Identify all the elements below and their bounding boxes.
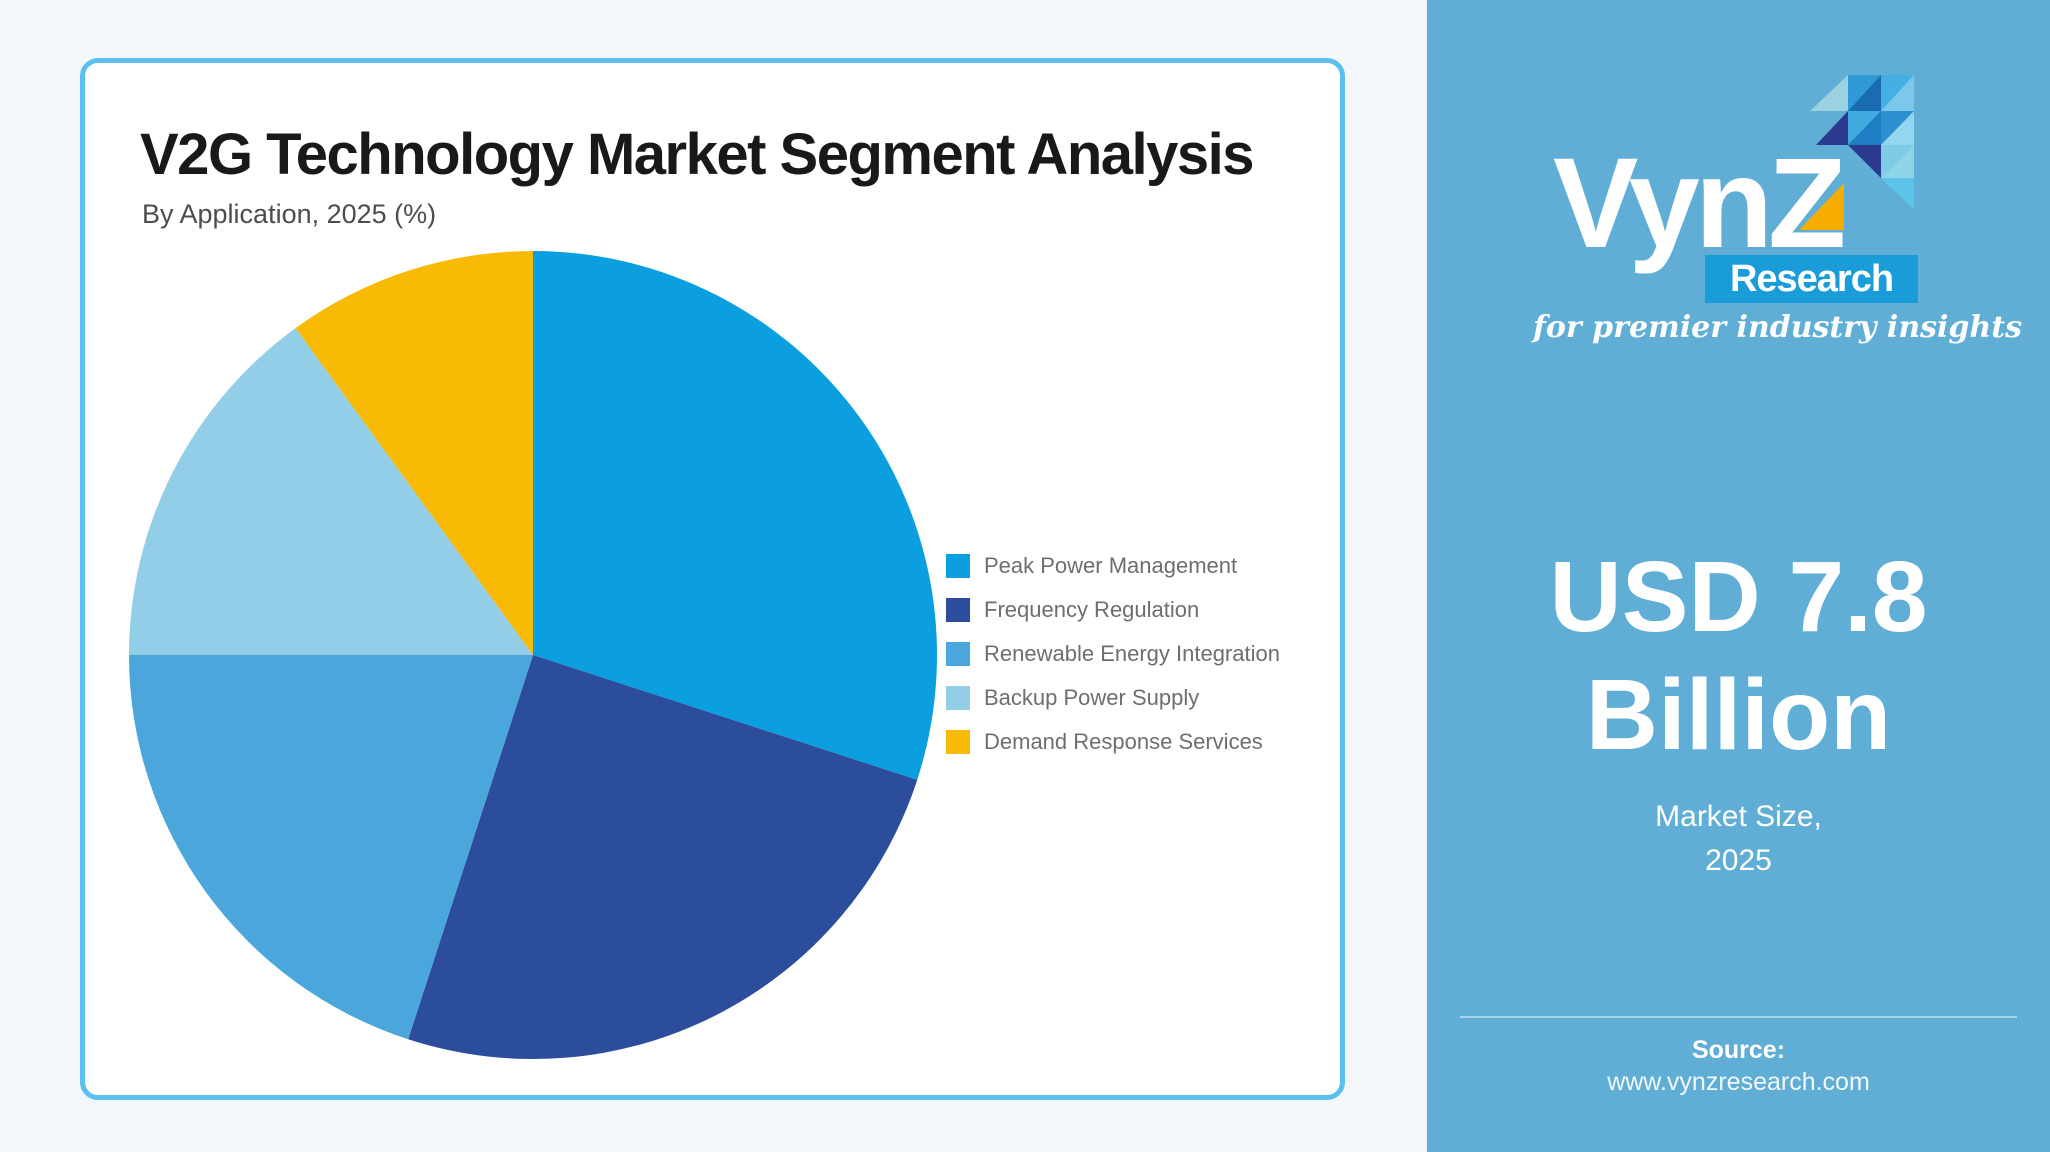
legend-swatch-peak-power-management — [946, 553, 970, 578]
market-size-label-line2: 2025 — [1705, 843, 1772, 877]
legend-label-backup-power-supply: Backup Power Supply — [984, 684, 1200, 710]
market-size-label: Market Size, 2025 — [1427, 795, 2050, 882]
market-size-label-line1: Market Size, — [1655, 800, 1822, 833]
brand-sidebar: VynZ Research for premier industry insig… — [1427, 0, 2050, 1152]
chart-title: V2G Technology Market Segment Analysis — [140, 122, 1255, 187]
pie-slice-demand-response-services — [295, 251, 533, 655]
pie-slice-frequency-regulation — [408, 655, 918, 1060]
logo-arrow-mosaic-icon — [1810, 75, 1914, 210]
legend-label-demand-response-services: Demand Response Services — [984, 728, 1263, 754]
pie-chart — [129, 251, 938, 1060]
legend-label-renewable-energy-integration: Renewable Energy Integration — [984, 640, 1280, 666]
market-value: USD 7.8 Billion — [1549, 541, 1928, 771]
logo-tagline: for premier industry insights — [1533, 310, 2022, 345]
legend-swatch-backup-power-supply — [946, 685, 970, 710]
legend-label-frequency-regulation: Frequency Regulation — [984, 596, 1200, 622]
logo-research-label: Research — [1729, 257, 1894, 300]
pie-slice-peak-power-management — [533, 251, 938, 780]
chart-subtitle: By Application, 2025 (%) — [142, 199, 437, 229]
logo-yellow-triangle-icon — [1799, 183, 1844, 230]
legend-item-peak-power-management: Peak Power Management — [946, 553, 1280, 578]
chart-legend: Peak Power Management Frequency Regulatio… — [946, 553, 1280, 754]
sidebar-divider — [1460, 1016, 2017, 1018]
legend-swatch-demand-response-services — [946, 729, 970, 754]
legend-swatch-frequency-regulation — [946, 597, 970, 622]
legend-item-backup-power-supply: Backup Power Supply — [946, 685, 1280, 710]
source-label: Source: — [1691, 1036, 1786, 1064]
chart-card: V2G Technology Market Segment Analysis B… — [80, 58, 1345, 1100]
legend-item-renewable-energy-integration: Renewable Energy Integration — [946, 641, 1280, 666]
legend-item-frequency-regulation: Frequency Regulation — [946, 597, 1280, 622]
legend-swatch-renewable-energy-integration — [946, 641, 970, 666]
legend-label-peak-power-management: Peak Power Management — [984, 552, 1238, 578]
pie-slice-backup-power-supply — [129, 328, 533, 655]
logo-research-badge: Research — [1705, 255, 1918, 303]
pie-slice-renewable-energy-integration — [129, 655, 533, 1040]
legend-item-demand-response-services: Demand Response Services — [946, 729, 1280, 754]
logo-wordmark: VynZ — [1553, 132, 1846, 275]
source-url-link[interactable]: www.vynzresearch.com — [1607, 1068, 1870, 1096]
